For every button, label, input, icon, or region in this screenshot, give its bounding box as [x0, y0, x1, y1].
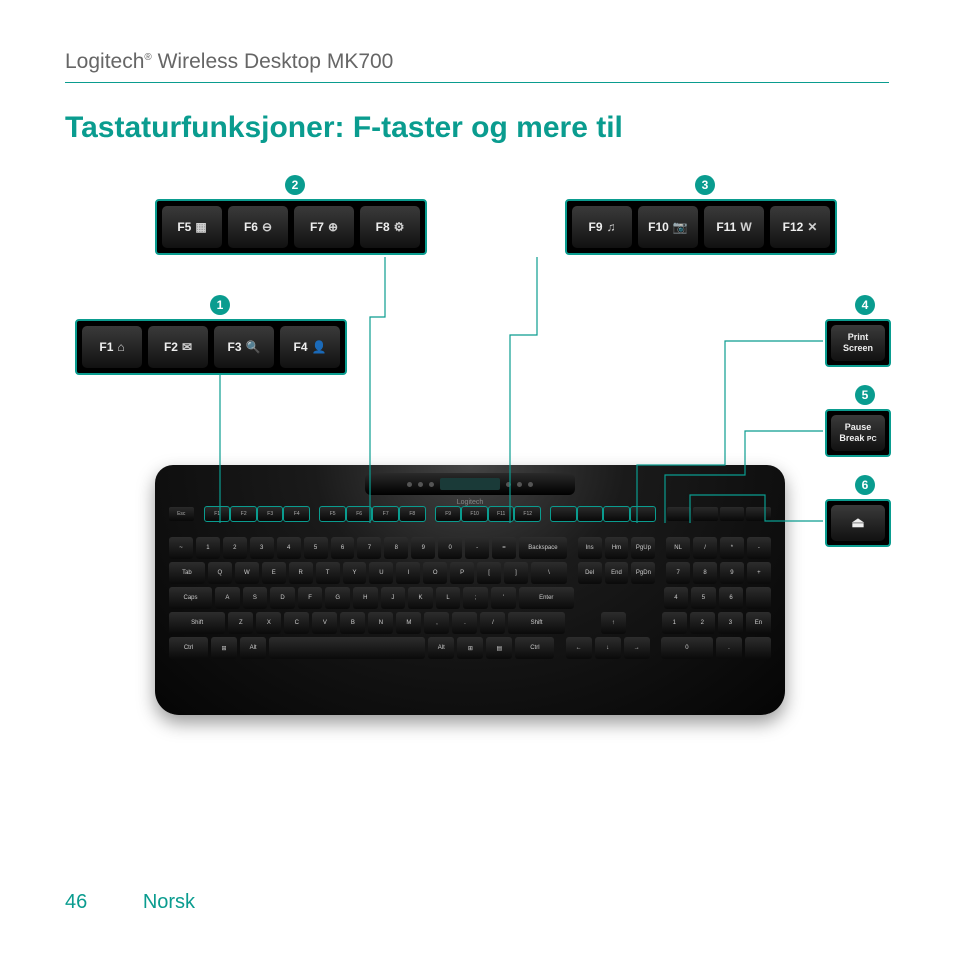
callout-badge-2: 2	[285, 175, 305, 195]
key-print-screen: PrintScreen	[825, 319, 891, 367]
key-f2: F2✉	[147, 325, 209, 369]
keyboard-function-row: Esc F1F2F3F4 F5F6F7F8 F9F10F11F12	[169, 507, 771, 521]
callout-badge-6: 6	[855, 475, 875, 495]
home-icon: ⌂	[117, 340, 124, 354]
key-f5: F5▦	[161, 205, 223, 249]
keyboard-illustration: Logitech Esc F1F2F3F4 F5F6F7F8 F9F10F11F…	[155, 465, 785, 715]
word-icon: W	[740, 220, 751, 234]
person-icon: 👤	[312, 340, 327, 354]
keygroup-2: F5▦ F6⊖ F7⊕ F8⚙	[155, 199, 427, 255]
keygroup-1: F1⌂ F2✉ F3🔍 F4👤	[75, 319, 347, 375]
zoom-out-icon: ⊖	[262, 220, 272, 234]
zoom-in-icon: ⊕	[328, 220, 338, 234]
key-f12: F12✕	[769, 205, 831, 249]
keyboard-logo: Logitech	[457, 499, 483, 506]
key-f11: F11W	[703, 205, 765, 249]
key-f9: F9♫	[571, 205, 633, 249]
key-f10: F10📷	[637, 205, 699, 249]
key-f3: F3🔍	[213, 325, 275, 369]
key-eject: ⏏	[825, 499, 891, 547]
language-label: Norsk	[143, 891, 195, 913]
key-f8: F8⚙	[359, 205, 421, 249]
key-f4: F4👤	[279, 325, 341, 369]
keyboard-main-rows: ~1234567890-=BackspaceInsHmPgUpNL/*- Tab…	[169, 537, 771, 659]
diagram: 2 F5▦ F6⊖ F7⊕ F8⚙ 3 F9♫ F10📷 F11W F12✕ 1…	[65, 175, 889, 815]
product-name: Wireless Desktop MK700	[152, 50, 394, 73]
header: Logitech® Wireless Desktop MK700	[65, 50, 889, 83]
mail-icon: ✉	[182, 340, 192, 354]
key-f7: F7⊕	[293, 205, 355, 249]
callout-badge-5: 5	[855, 385, 875, 405]
key-f6: F6⊖	[227, 205, 289, 249]
music-icon: ♫	[607, 220, 616, 234]
keygroup-3: F9♫ F10📷 F11W F12✕	[565, 199, 837, 255]
keyboard-media-bar	[365, 473, 575, 495]
flip3d-icon: ▦	[195, 220, 206, 234]
gadget-icon: ⚙	[394, 220, 405, 234]
key-f1: F1⌂	[81, 325, 143, 369]
callout-badge-3: 3	[695, 175, 715, 195]
callout-badge-4: 4	[855, 295, 875, 315]
page-title: Tastaturfunksjoner: F-taster og mere til	[65, 111, 889, 145]
search-icon: 🔍	[246, 340, 261, 354]
callout-badge-1: 1	[210, 295, 230, 315]
footer: 46 Norsk	[65, 891, 195, 914]
reg-mark: ®	[144, 52, 151, 63]
key-pause-break: PauseBreak PC	[825, 409, 891, 457]
excel-icon: ✕	[807, 220, 817, 234]
photo-icon: 📷	[673, 220, 688, 234]
brand: Logitech	[65, 50, 144, 73]
page-number: 46	[65, 891, 87, 913]
eject-icon: ⏏	[851, 515, 864, 530]
